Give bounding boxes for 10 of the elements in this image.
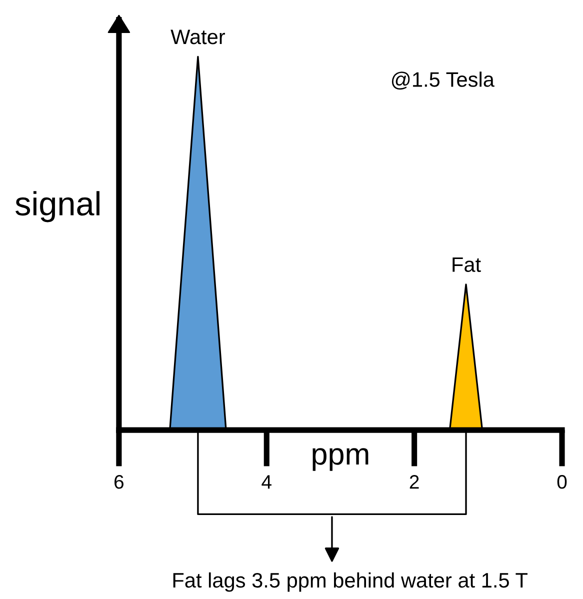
x-tick-label: 4 bbox=[262, 475, 272, 489]
x-tick-label: 2 bbox=[410, 475, 419, 489]
x-tick-label: 0 bbox=[557, 475, 567, 489]
x-tick-label: 6 bbox=[114, 475, 124, 489]
annotation: Fat bbox=[452, 257, 481, 272]
text: Fat lags 3.5 ppm behind water at 1.5 T bbox=[173, 572, 528, 592]
annotation: @1.5 Tesla bbox=[392, 72, 494, 90]
x-axis-title: ppm bbox=[312, 448, 368, 471]
annotation: Water bbox=[170, 30, 225, 44]
y-axis-title: signal bbox=[16, 191, 100, 222]
